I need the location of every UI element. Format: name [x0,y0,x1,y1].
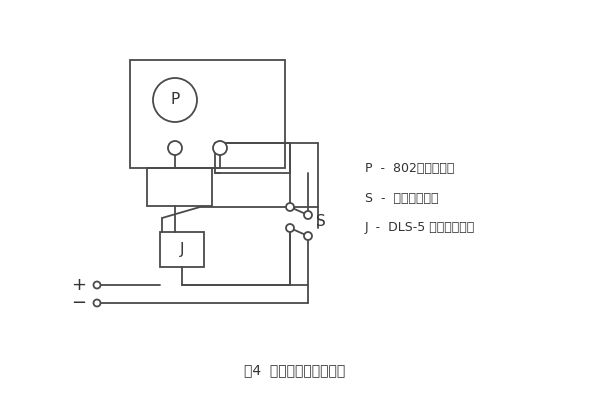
Text: 图4  动作时间检验线路图: 图4 动作时间检验线路图 [244,363,346,377]
Text: J: J [180,242,184,257]
Circle shape [94,300,101,306]
Bar [130,60,285,168]
Bar [147,168,212,206]
Text: S  -  双刀双掷开关: S - 双刀双掷开关 [365,192,439,204]
Circle shape [286,224,294,232]
Circle shape [94,282,101,288]
Bar [215,143,290,173]
Circle shape [213,141,227,155]
Circle shape [304,232,312,240]
Circle shape [168,141,182,155]
Text: P  -  802数字毫秒表: P - 802数字毫秒表 [365,162,454,174]
Text: −: − [71,294,86,312]
Circle shape [304,211,312,219]
Text: P: P [170,92,179,108]
Text: S: S [316,214,326,228]
Text: +: + [71,276,86,294]
Text: J  -  DLS-5 双位置继电器: J - DLS-5 双位置继电器 [365,222,475,234]
Bar [160,232,204,267]
Circle shape [153,78,197,122]
Circle shape [286,203,294,211]
